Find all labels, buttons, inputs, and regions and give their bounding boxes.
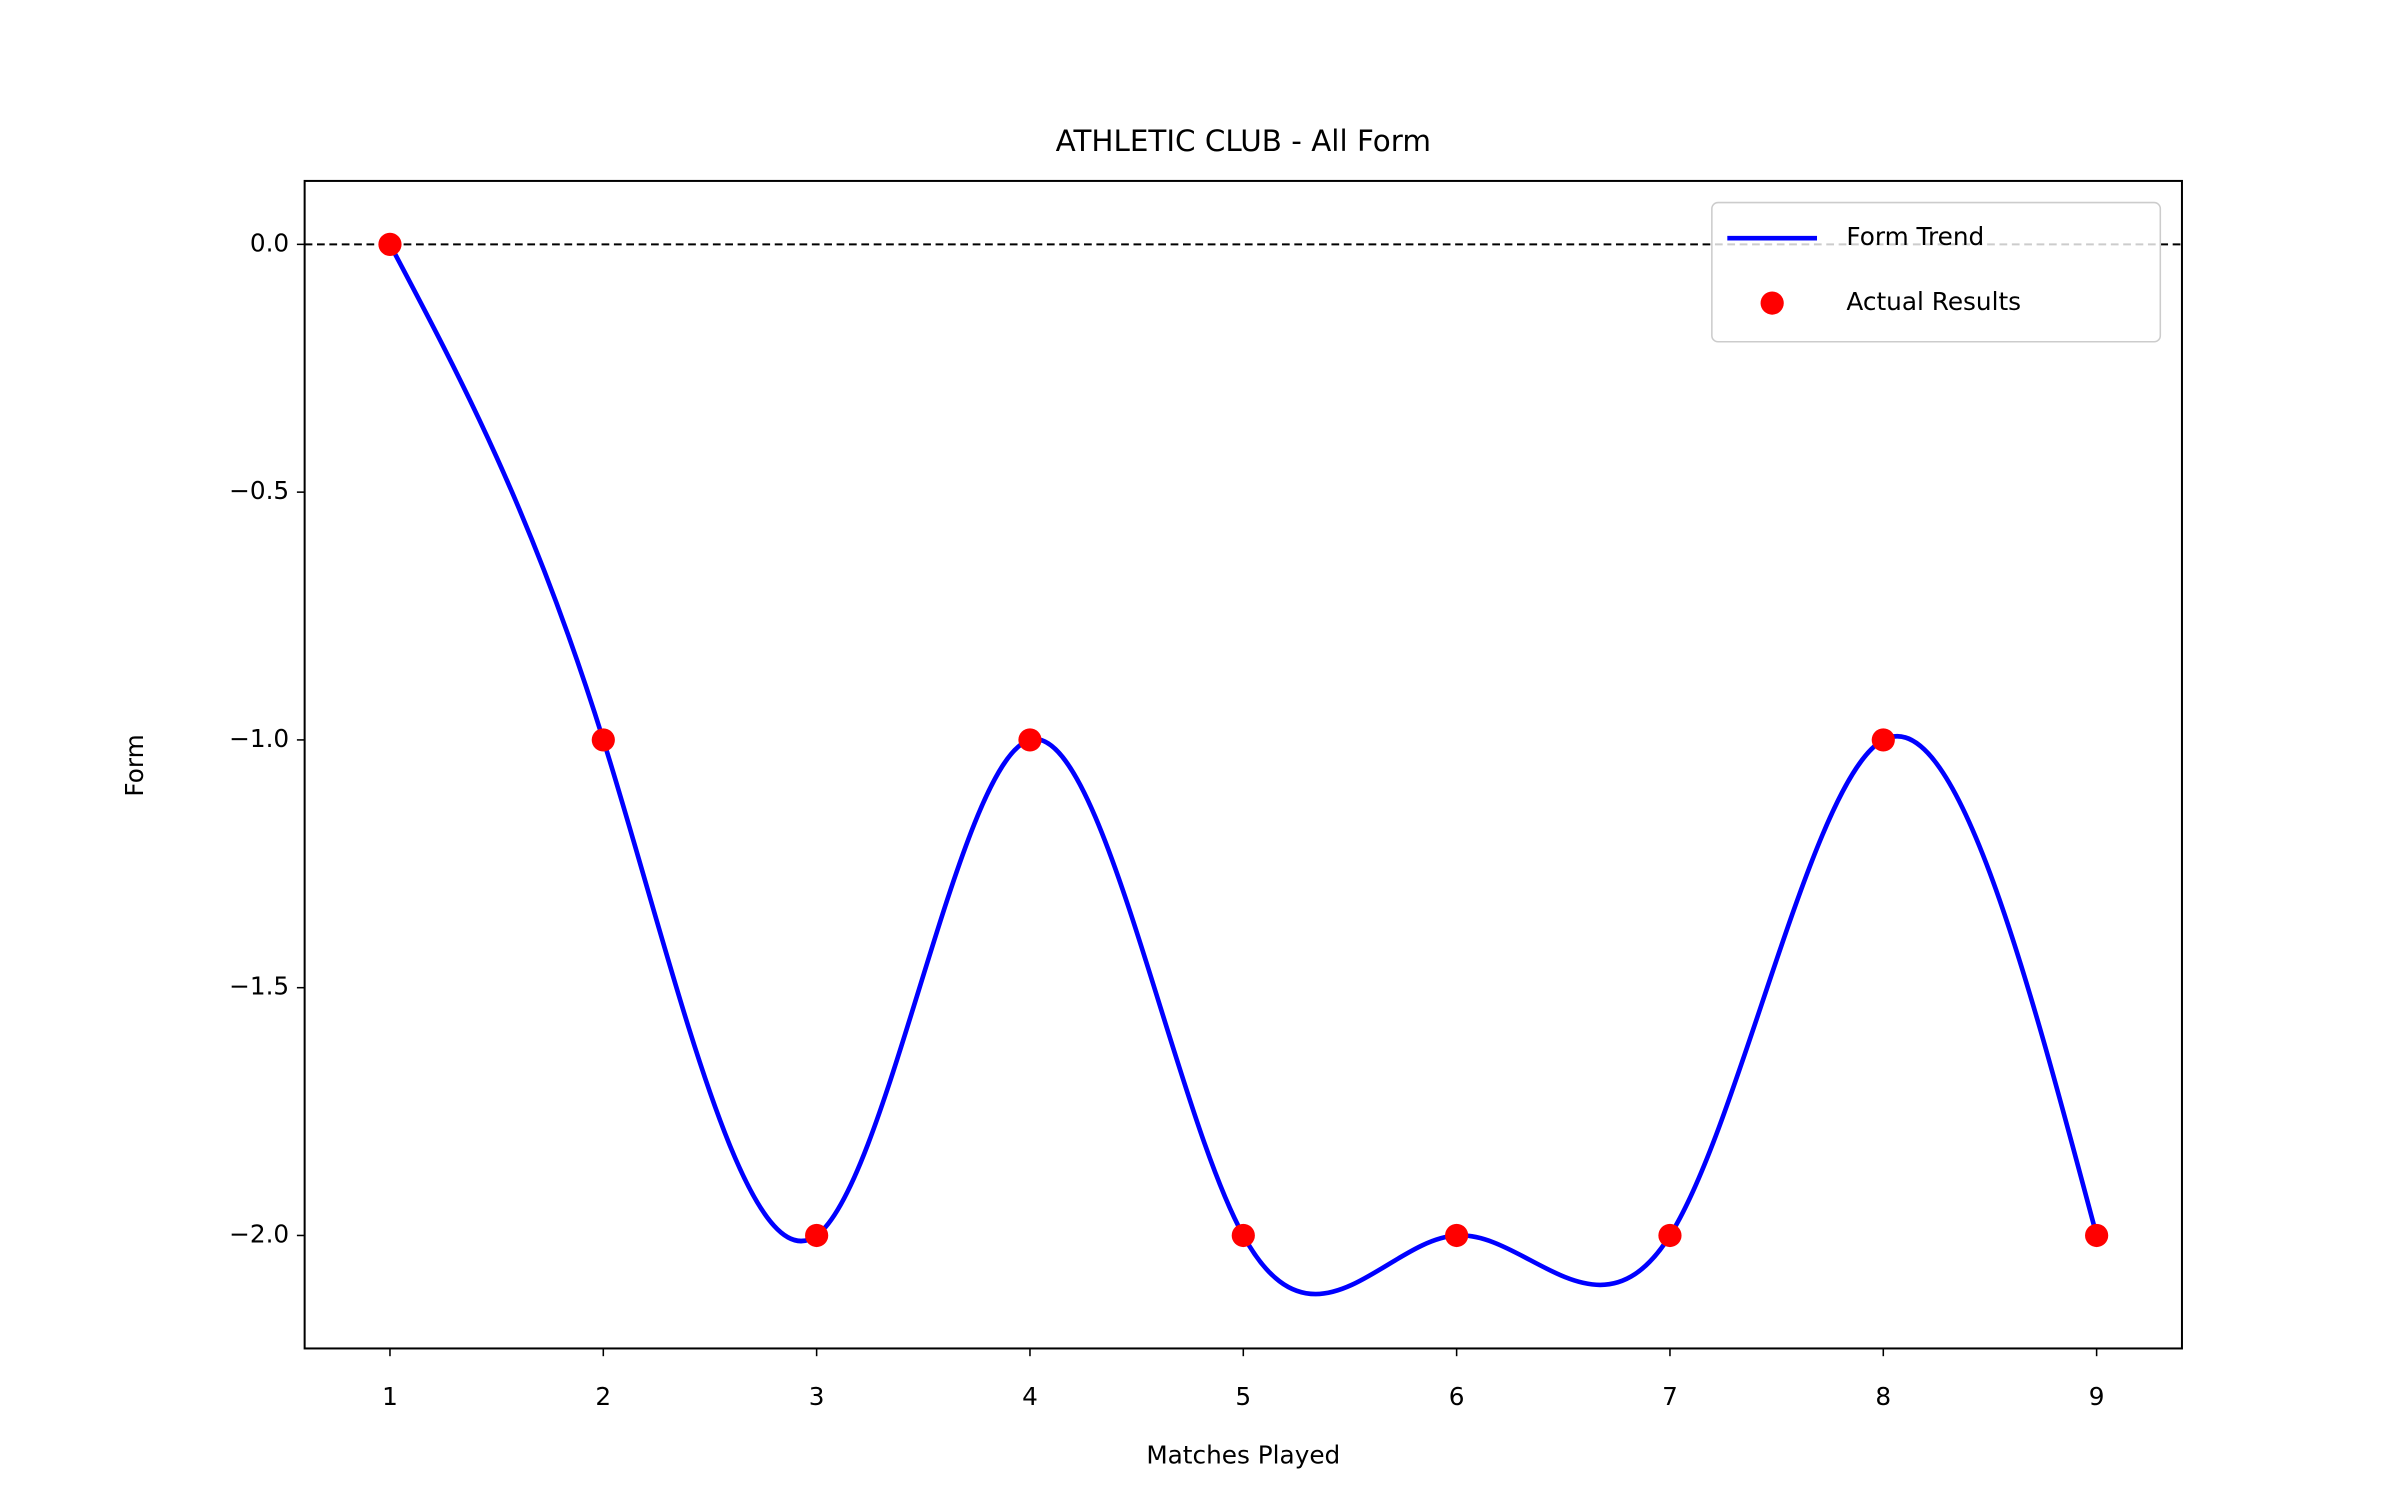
x-tick-label: 1 (382, 1382, 398, 1411)
x-tick-label: 3 (809, 1382, 825, 1411)
chart-title: ATHLETIC CLUB - All Form (1056, 124, 1431, 158)
plot-frame (303, 179, 2183, 1350)
result-point (1018, 728, 1042, 752)
x-tick-label: 7 (1662, 1382, 1678, 1411)
y-tick-label: −2.0 (229, 1219, 289, 1248)
y-tick-label: −1.5 (229, 972, 289, 1001)
legend-label: Form Trend (1846, 222, 1984, 251)
y-tick-label: 0.0 (250, 228, 289, 257)
result-point (805, 1223, 829, 1248)
x-tick-label: 6 (1449, 1382, 1465, 1411)
y-tick-label: −1.0 (229, 724, 289, 753)
x-tick-label: 9 (2089, 1382, 2105, 1411)
result-point (591, 728, 615, 752)
legend-box (1711, 201, 2162, 343)
legend-marker (1760, 291, 1784, 315)
x-tick-label: 4 (1022, 1382, 1038, 1411)
legend-label: Actual Results (1846, 287, 2021, 316)
result-point (1445, 1223, 1469, 1248)
result-point (1871, 728, 1895, 752)
x-tick-label: 8 (1875, 1382, 1891, 1411)
x-tick-label: 5 (1235, 1382, 1251, 1411)
y-axis-label: Form (120, 734, 149, 796)
result-point (378, 232, 402, 256)
result-point (1231, 1223, 1255, 1248)
trend-line (387, 243, 2099, 1297)
result-point (2085, 1223, 2109, 1248)
result-point (1658, 1223, 1682, 1248)
y-tick-label: −0.5 (229, 476, 289, 505)
x-axis-label: Matches Played (1146, 1441, 1340, 1470)
x-tick-label: 2 (595, 1382, 611, 1411)
